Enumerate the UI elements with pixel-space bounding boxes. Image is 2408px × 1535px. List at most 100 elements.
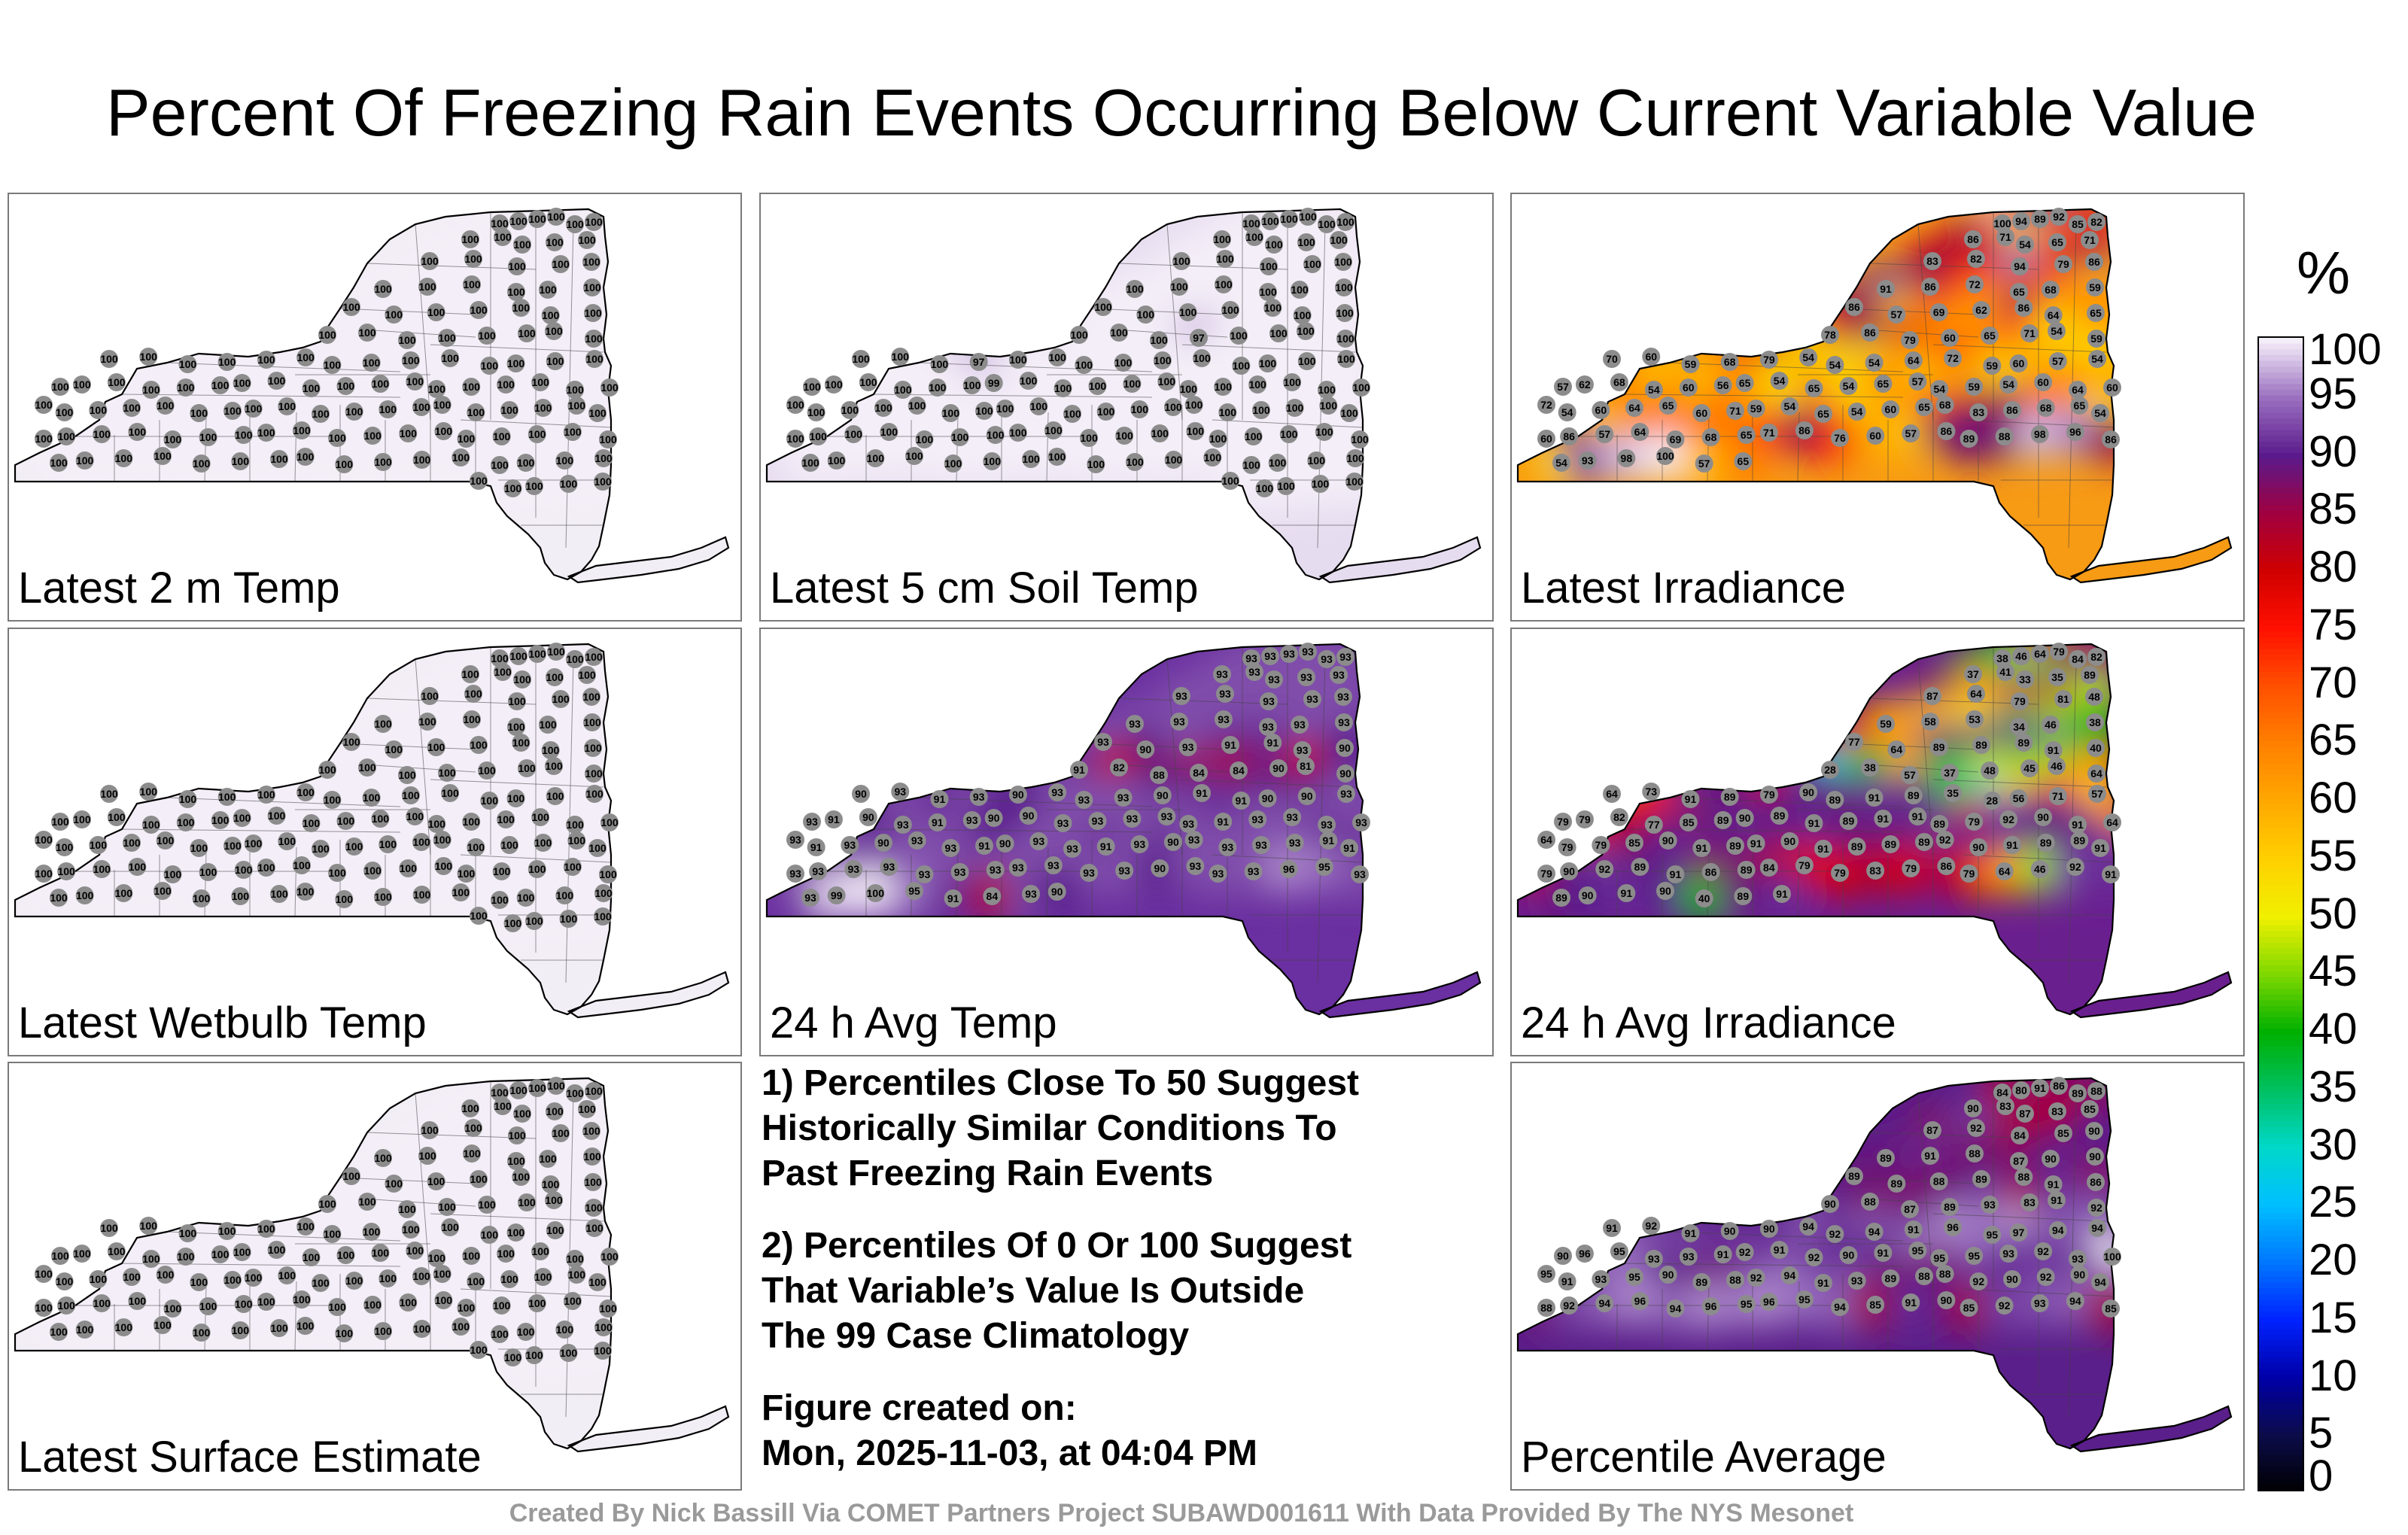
station-marker [1335,278,1353,296]
station-value: 100 [412,401,430,413]
station-marker [1537,1265,1555,1283]
station-value: 90 [1973,841,1985,853]
station-marker [547,208,565,226]
station-value: 86 [2105,433,2117,445]
station-value: 65 [1738,455,1750,467]
station-marker [1178,303,1197,321]
county-line [166,797,401,807]
station-marker [427,815,446,833]
station-value: 100 [987,429,1005,441]
colorbar-segment [2259,510,2303,518]
station-value: 54 [1555,457,1567,469]
station-value: 95 [1540,1268,1552,1280]
station-value: 100 [193,1327,211,1339]
station-value: 100 [57,865,75,877]
station-value: 93 [945,842,957,854]
station-value: 91 [2051,1194,2063,1206]
station-value: 34 [2013,721,2025,733]
station-marker [178,355,197,373]
station-value: 100 [566,384,584,396]
station-value: 38 [1864,761,1876,774]
station-value: 89 [1934,818,1946,830]
station-value: 90 [999,837,1011,850]
station-marker [412,886,431,904]
station-marker [1184,831,1203,849]
station-marker [244,1269,263,1287]
station-marker [545,322,563,340]
station-marker [1352,813,1370,831]
county-line [1669,362,1904,372]
station-value: 100 [337,1249,355,1261]
station-marker [567,1266,586,1284]
station-marker [421,687,439,705]
station-marker [1887,1175,1906,1193]
station-marker [1814,1274,1832,1292]
station-marker [1659,831,1677,850]
colorbar-segment [2259,1288,2303,1295]
county-line [1869,698,2039,705]
station-marker [594,1342,612,1360]
station-value: 68 [1705,431,1717,443]
station-marker [582,688,600,706]
station-marker [1644,381,1663,399]
station-value: 100 [115,1321,133,1333]
station-value: 93 [1078,794,1090,806]
station-value: 93 [1047,859,1060,871]
station-value: 87 [2013,1155,2025,1167]
station-marker [1299,208,1317,226]
station-marker [1537,831,1555,849]
station-value: 87 [1926,1124,1938,1136]
station-value: 100 [235,864,253,876]
station-value: 93 [1182,741,1194,753]
station-marker [1821,761,1839,779]
station-value: 100 [278,1269,296,1281]
station-marker [1759,1293,1778,1311]
station-marker [866,884,885,902]
station-value: 69 [1670,433,1682,445]
station-value: 100 [1280,213,1298,225]
station-value: 100 [452,886,470,898]
county-line [1624,828,1904,833]
station-value: 91 [2048,744,2060,756]
station-marker [418,1147,436,1165]
station-value: 100 [1298,355,1316,367]
station-value: 72 [1947,352,1959,364]
station-value: 100 [193,457,211,470]
station-value: 93 [1306,693,1318,705]
colorbar-tick-label: 40 [2309,1005,2358,1053]
station-marker [1983,1226,2002,1244]
station-value: 90 [1167,836,1179,848]
station-value: 100 [547,211,565,223]
station-marker [1318,650,1336,668]
station-marker [585,1219,604,1237]
station-value: 100 [546,1224,564,1236]
station-value: 95 [1741,1298,1753,1310]
station-value: 100 [270,1322,288,1334]
station-value: 100 [296,786,315,798]
station-marker [584,304,602,322]
station-value: 100 [1336,333,1354,345]
station-marker [1941,1198,1959,1216]
station-marker [371,1244,390,1262]
station-value: 100 [235,429,253,441]
station-marker [1965,813,1984,831]
station-marker [1625,1268,1643,1286]
station-value: 89 [1634,861,1646,873]
colorbar-segment [2259,983,2303,990]
station-value: 93 [789,834,801,846]
station-marker [975,402,993,420]
station-value: 100 [427,741,445,753]
station-marker [1881,400,1900,418]
station-value: 79 [2053,646,2065,658]
station-value: 91 [934,793,946,805]
station-value: 62 [1975,304,1987,316]
station-value: 65 [2013,286,2025,298]
station-marker [1315,858,1333,876]
station-marker [192,1324,211,1342]
station-value: 89 [1829,794,1841,806]
station-value: 100 [1280,428,1298,440]
station-marker [1179,815,1198,833]
station-value: 90 [2006,1273,2018,1285]
station-value: 71 [2052,790,2064,802]
